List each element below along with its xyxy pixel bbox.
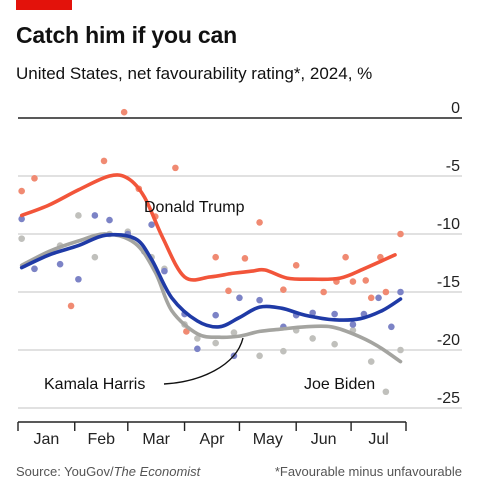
annotation-donald-trump: Donald Trump [144,199,245,216]
trend-line-joe-biden [19,232,403,364]
data-point-donald-trump [31,175,38,182]
x-tick-label: Jul [368,431,388,448]
x-tick-label: May [253,431,283,448]
annotations: Donald Trump Kamala Harris Joe Biden [44,199,375,393]
data-point-donald-trump [362,277,370,284]
data-point-kamala-harris [397,288,404,296]
data-point-donald-trump [280,286,287,293]
data-point-donald-trump [349,278,357,285]
data-point-joe-biden [194,335,201,342]
annotation-joe-biden: Joe Biden [304,376,375,393]
footnote: *Favourable minus unfavourable [274,464,462,479]
data-point-donald-trump [212,253,219,261]
data-point-donald-trump [342,253,349,261]
data-point-joe-biden [367,358,375,365]
chart-subtitle: United States, net favourability rating*… [16,64,373,83]
y-tick-labels: 0 -5 -10 -15 -20 -25 [437,100,460,407]
data-point-kamala-harris [212,311,219,319]
y-tick-label: 0 [451,100,460,117]
data-point-joe-biden [212,339,219,347]
data-point-donald-trump [18,187,25,195]
y-tick-label: -10 [437,216,460,233]
data-point-kamala-harris [91,212,99,219]
source-prefix: Source: YouGov/ [16,464,114,479]
data-point-kamala-harris [56,260,64,268]
data-point-joe-biden [331,340,338,348]
data-point-kamala-harris [75,275,82,283]
data-point-donald-trump [120,108,128,116]
data-point-donald-trump [292,262,300,269]
data-point-donald-trump [397,230,404,238]
y-tick-label: -20 [437,332,460,349]
data-point-donald-trump [382,288,390,296]
trend-lines [19,173,403,364]
annotation-kamala-harris: Kamala Harris [44,376,145,393]
data-point-kamala-harris [388,323,395,331]
data-point-donald-trump [241,255,249,262]
x-tick-label: Mar [142,431,170,448]
source-publication: The Economist [113,464,201,479]
data-point-donald-trump [320,288,327,296]
data-point-joe-biden [91,253,99,261]
trend-line-donald-trump [19,173,397,282]
y-tick-label: -25 [437,390,460,407]
data-point-donald-trump [367,294,375,302]
data-point-kamala-harris [309,309,316,317]
data-point-kamala-harris [194,345,201,353]
data-point-donald-trump [172,164,179,172]
source-note: Source: YouGov/The Economist [16,464,200,479]
x-tick-label: Jun [311,431,337,448]
data-point-kamala-harris [148,221,155,229]
data-point-kamala-harris [18,215,25,223]
data-point-donald-trump [225,287,232,295]
chart-title: Catch him if you can [16,22,237,48]
x-tick-label: Jan [33,431,59,448]
data-point-joe-biden [397,346,404,354]
x-tick-label: Apr [200,431,226,448]
y-tick-label: -15 [437,274,460,291]
annotation-kamala-harris-leader [163,337,244,385]
y-tick-label: -5 [446,158,460,175]
x-tick-label: Feb [87,431,115,448]
data-point-joe-biden [18,235,25,242]
data-point-joe-biden [75,212,82,219]
x-axis: Jan Feb Mar Apr May Jun Jul [17,421,407,448]
data-point-kamala-harris [349,321,357,328]
data-point-kamala-harris [331,310,338,318]
data-point-kamala-harris [375,294,382,302]
gridlines [18,117,462,409]
data-point-joe-biden [256,352,263,360]
data-point-joe-biden [309,335,316,342]
trend-line-kamala-harris [19,232,403,329]
data-point-joe-biden [280,347,287,355]
data-points [18,108,404,396]
brand-tab [16,0,72,10]
data-point-kamala-harris [31,265,38,273]
data-point-joe-biden [382,388,390,396]
data-point-kamala-harris [106,216,113,224]
data-point-donald-trump [100,157,108,165]
data-point-joe-biden [230,329,238,336]
data-point-donald-trump [67,302,75,310]
data-point-kamala-harris [161,267,168,275]
data-point-donald-trump [256,219,263,226]
data-point-kamala-harris [236,294,243,302]
data-point-kamala-harris [256,296,263,304]
